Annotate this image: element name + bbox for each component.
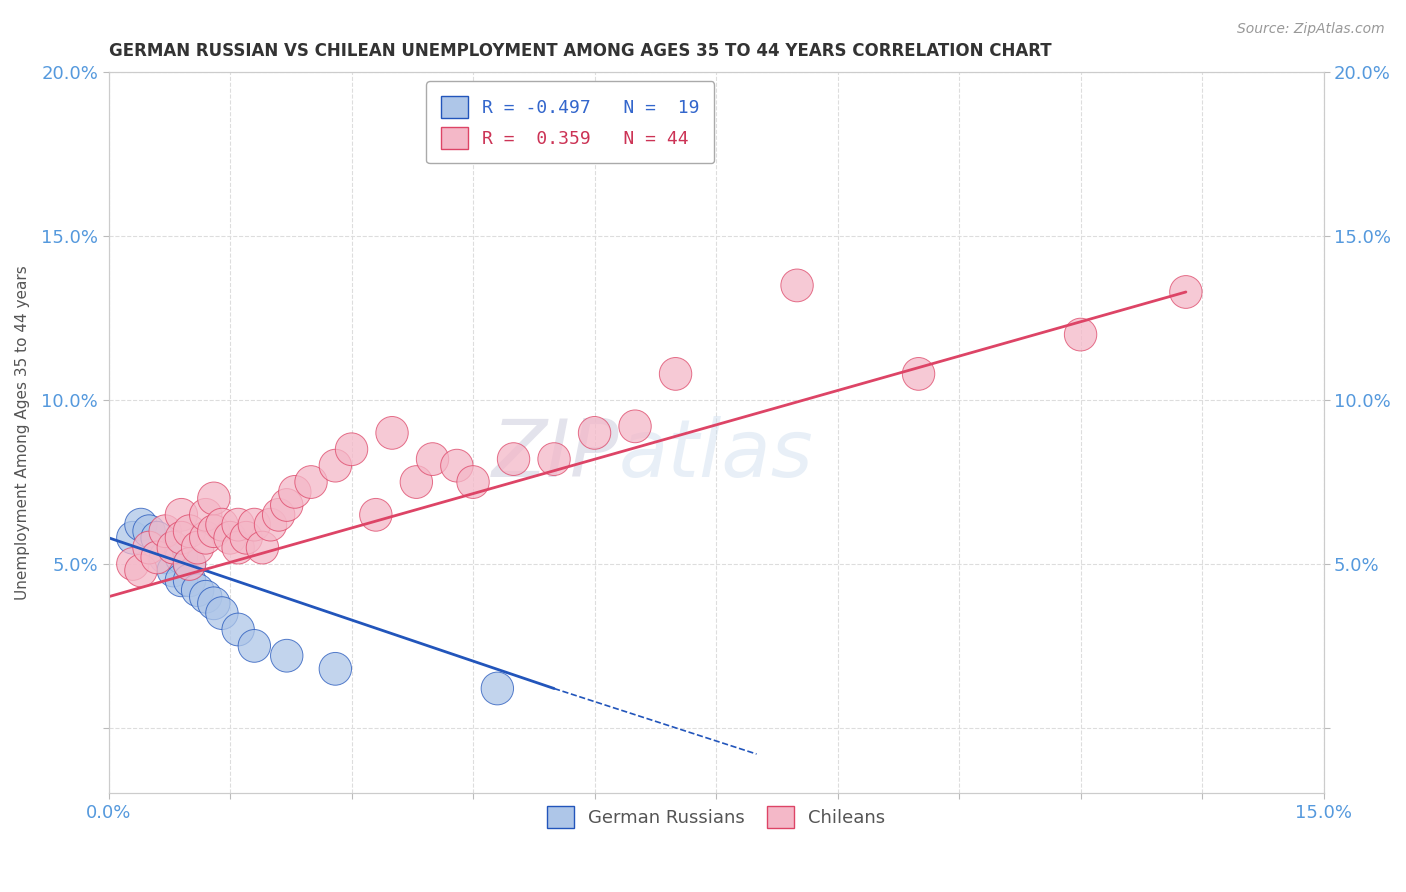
- Ellipse shape: [319, 652, 352, 685]
- Text: atlas: atlas: [619, 416, 814, 493]
- Ellipse shape: [336, 433, 368, 466]
- Ellipse shape: [141, 521, 173, 554]
- Ellipse shape: [190, 521, 222, 554]
- Text: Source: ZipAtlas.com: Source: ZipAtlas.com: [1237, 22, 1385, 37]
- Ellipse shape: [416, 442, 449, 475]
- Ellipse shape: [222, 508, 254, 541]
- Ellipse shape: [141, 541, 173, 574]
- Ellipse shape: [181, 574, 214, 607]
- Ellipse shape: [198, 515, 231, 548]
- Ellipse shape: [481, 672, 513, 705]
- Ellipse shape: [360, 499, 392, 532]
- Ellipse shape: [157, 532, 190, 564]
- Y-axis label: Unemployment Among Ages 35 to 44 years: Unemployment Among Ages 35 to 44 years: [15, 266, 30, 600]
- Ellipse shape: [222, 532, 254, 564]
- Ellipse shape: [270, 640, 302, 672]
- Ellipse shape: [270, 489, 302, 521]
- Ellipse shape: [166, 541, 198, 574]
- Ellipse shape: [117, 521, 149, 554]
- Text: ZIP: ZIP: [492, 416, 619, 493]
- Ellipse shape: [173, 548, 205, 581]
- Ellipse shape: [659, 358, 692, 391]
- Ellipse shape: [375, 417, 408, 450]
- Ellipse shape: [166, 499, 198, 532]
- Ellipse shape: [457, 466, 489, 499]
- Ellipse shape: [198, 482, 231, 515]
- Ellipse shape: [198, 587, 231, 620]
- Ellipse shape: [401, 466, 433, 499]
- Ellipse shape: [578, 417, 610, 450]
- Ellipse shape: [238, 508, 270, 541]
- Ellipse shape: [295, 466, 328, 499]
- Ellipse shape: [214, 521, 246, 554]
- Ellipse shape: [149, 541, 181, 574]
- Ellipse shape: [117, 548, 149, 581]
- Ellipse shape: [205, 597, 238, 630]
- Text: GERMAN RUSSIAN VS CHILEAN UNEMPLOYMENT AMONG AGES 35 TO 44 YEARS CORRELATION CHA: GERMAN RUSSIAN VS CHILEAN UNEMPLOYMENT A…: [108, 42, 1052, 60]
- Ellipse shape: [132, 515, 166, 548]
- Ellipse shape: [278, 475, 311, 508]
- Ellipse shape: [1170, 276, 1202, 309]
- Ellipse shape: [238, 630, 270, 662]
- Ellipse shape: [1064, 318, 1097, 351]
- Ellipse shape: [181, 532, 214, 564]
- Ellipse shape: [190, 499, 222, 532]
- Ellipse shape: [538, 442, 571, 475]
- Ellipse shape: [440, 450, 472, 482]
- Ellipse shape: [263, 499, 295, 532]
- Ellipse shape: [231, 521, 263, 554]
- Ellipse shape: [173, 515, 205, 548]
- Ellipse shape: [205, 508, 238, 541]
- Ellipse shape: [780, 269, 813, 301]
- Ellipse shape: [254, 508, 287, 541]
- Ellipse shape: [222, 613, 254, 646]
- Ellipse shape: [190, 581, 222, 613]
- Ellipse shape: [246, 532, 278, 564]
- Ellipse shape: [319, 450, 352, 482]
- Legend: German Russians, Chileans: German Russians, Chileans: [540, 798, 893, 835]
- Ellipse shape: [132, 532, 166, 564]
- Ellipse shape: [125, 554, 157, 587]
- Ellipse shape: [173, 564, 205, 597]
- Ellipse shape: [166, 521, 198, 554]
- Ellipse shape: [173, 548, 205, 581]
- Ellipse shape: [903, 358, 935, 391]
- Ellipse shape: [619, 410, 651, 442]
- Ellipse shape: [166, 564, 198, 597]
- Ellipse shape: [125, 508, 157, 541]
- Ellipse shape: [157, 554, 190, 587]
- Ellipse shape: [149, 515, 181, 548]
- Ellipse shape: [498, 442, 530, 475]
